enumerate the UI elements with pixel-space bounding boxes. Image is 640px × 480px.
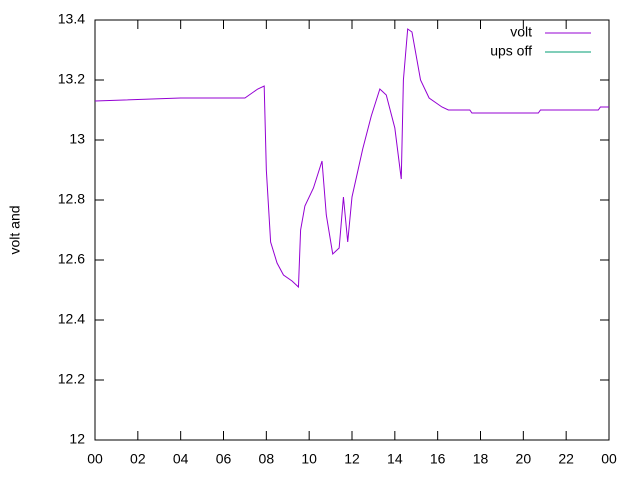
y-tick-label: 12.8 (58, 191, 85, 207)
y-tick-label: 12 (69, 431, 85, 447)
plot-frame (94, 19, 610, 441)
x-tick-label: 20 (516, 451, 532, 467)
data-line (94, 28, 609, 289)
y-tick-label: 13.4 (58, 11, 85, 27)
y-tick-label: 12.4 (58, 311, 85, 327)
x-tick-label: 04 (173, 451, 189, 467)
x-tick-label: 00 (87, 451, 103, 467)
x-tick-label: 12 (344, 451, 360, 467)
y-axis-label: volt and (7, 205, 23, 254)
x-tick-label: 08 (259, 451, 275, 467)
x-tick-label: 16 (430, 451, 446, 467)
x-tick-label: 18 (473, 451, 489, 467)
legend-label: ups off (490, 43, 532, 59)
x-tick-label: 00 (601, 451, 617, 467)
x-tick-label: 06 (216, 451, 232, 467)
x-tick-label: 14 (387, 451, 403, 467)
y-tick-label: 12.6 (58, 251, 85, 267)
y-tick-label: 12.2 (58, 371, 85, 387)
x-tick-label: 22 (558, 451, 574, 467)
y-tick-label: 13 (69, 131, 85, 147)
x-tick-label: 10 (301, 451, 317, 467)
legend-label: volt (510, 24, 532, 40)
x-tick-label: 02 (130, 451, 146, 467)
y-tick-label: 13.2 (58, 71, 85, 87)
